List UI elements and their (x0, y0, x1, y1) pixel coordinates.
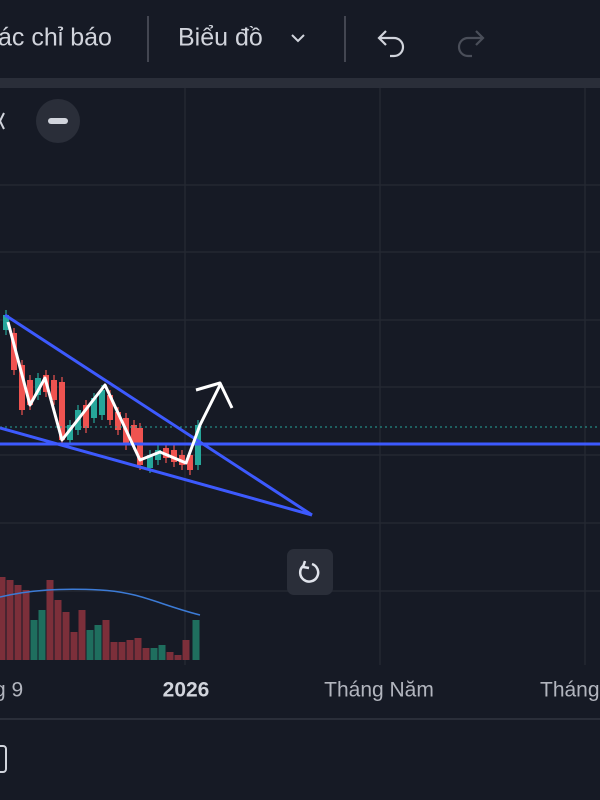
volume-bar (118, 642, 126, 660)
candle-body (91, 398, 97, 418)
candle-body (147, 455, 153, 468)
volume-bar (38, 610, 46, 660)
candle-body (107, 395, 113, 420)
time-label: 2026 (163, 679, 210, 702)
volume-bar (78, 610, 86, 660)
redo-button[interactable] (457, 30, 485, 58)
volume-bar (6, 580, 14, 660)
volume-bar (70, 632, 78, 660)
volume-bar (166, 652, 174, 660)
volume-bar (126, 640, 134, 660)
volume-bar (14, 585, 22, 660)
volume-bar (134, 638, 142, 660)
volume-bar (22, 590, 30, 660)
chevron[interactable] (291, 34, 305, 43)
volume-bar (142, 648, 150, 660)
indicators-button[interactable]: ác chỉ báo (0, 24, 112, 52)
volume-bar (150, 648, 158, 660)
candle-body (11, 333, 17, 370)
volume-bar (174, 655, 182, 660)
volume-bar (62, 612, 70, 660)
candle-body (115, 412, 121, 430)
reset-icon (298, 560, 320, 583)
volume-bar (0, 577, 6, 660)
plot (0, 310, 600, 660)
candle-body (27, 380, 33, 405)
volume-bar (102, 620, 110, 660)
volume-bar (54, 600, 62, 660)
time-label: g 9 (0, 679, 23, 702)
drawn-path (6, 321, 222, 465)
volume-bar (30, 620, 38, 660)
volume-bar (182, 640, 190, 660)
volume-bar (94, 625, 102, 660)
chart-type-button[interactable]: Biểu đồ (178, 24, 263, 52)
bottom-icon[interactable] (0, 745, 7, 773)
reset-button[interactable] (287, 549, 333, 595)
volume-ma (0, 588, 201, 616)
candle-body (3, 315, 9, 330)
time-label: Tháng Năm (324, 679, 434, 702)
toolbar-separator (0, 78, 600, 88)
candle-body (137, 428, 143, 465)
candle-body (51, 380, 57, 400)
trend-line (4, 313, 313, 517)
volume-bar (192, 620, 200, 660)
candle-body (131, 425, 137, 445)
candle-body (99, 390, 105, 415)
candle-body (187, 455, 193, 470)
grid (0, 88, 600, 665)
candle-body (83, 405, 89, 428)
candle-body (35, 378, 41, 395)
volume-bar (86, 630, 94, 660)
close-icon[interactable] (0, 112, 5, 130)
candle-body (171, 450, 177, 462)
drawn-arrowhead (195, 381, 234, 409)
time-label: Tháng (540, 679, 600, 702)
candle-body (19, 365, 25, 410)
candle-body (67, 425, 73, 440)
volume-bar (46, 580, 54, 660)
candle-body (59, 382, 65, 440)
volume-bar (110, 642, 118, 660)
volume-bar (158, 645, 166, 660)
undo-button[interactable] (377, 30, 405, 58)
candle-body (155, 450, 161, 460)
minus-icon (48, 118, 68, 124)
